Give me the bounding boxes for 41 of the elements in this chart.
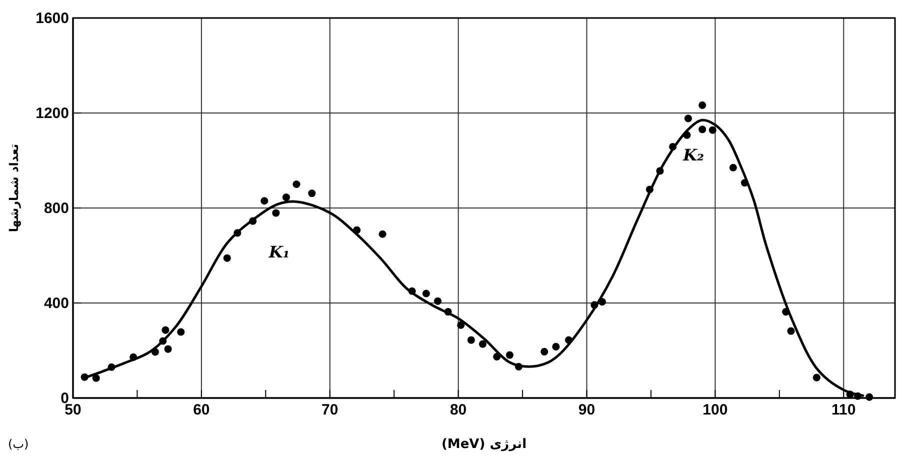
y-axis-title: تعداد شمارشها — [7, 144, 21, 232]
point — [812, 374, 820, 382]
y-tick-label: 800 — [44, 200, 69, 217]
point — [308, 189, 316, 198]
x-tick-label: 100 — [702, 402, 728, 419]
point — [540, 348, 548, 356]
point — [787, 327, 795, 335]
point — [729, 164, 737, 172]
text: (ب) — [8, 437, 29, 451]
y-tick-label: 1600 — [36, 10, 69, 27]
point — [164, 345, 172, 353]
y-tick-label: 1200 — [36, 104, 69, 122]
point — [272, 209, 280, 217]
point — [698, 101, 706, 109]
x-tick-label: 90 — [578, 402, 596, 419]
point — [467, 336, 475, 344]
x-tick-label: 110 — [832, 402, 856, 419]
x-tick-label: 70 — [322, 402, 338, 419]
x-tick-label: 80 — [450, 402, 467, 419]
point — [162, 326, 170, 334]
point — [478, 340, 486, 348]
point — [378, 230, 386, 238]
point — [708, 126, 716, 134]
annotation: K₂ — [682, 146, 704, 164]
point — [282, 194, 290, 202]
point — [260, 197, 268, 205]
point — [552, 342, 560, 350]
annotation: K₁ — [268, 242, 290, 262]
point — [684, 114, 692, 122]
x-tick-label: 60 — [193, 402, 210, 419]
point — [434, 297, 442, 305]
point — [866, 393, 874, 401]
point — [422, 290, 430, 298]
y-tick-label: 400 — [44, 294, 69, 312]
point — [506, 351, 514, 359]
point — [92, 374, 100, 382]
x-axis-title: انرژی (MeV) — [441, 437, 527, 452]
point — [292, 180, 300, 188]
point — [223, 254, 231, 262]
point — [698, 126, 706, 134]
point — [177, 328, 185, 336]
